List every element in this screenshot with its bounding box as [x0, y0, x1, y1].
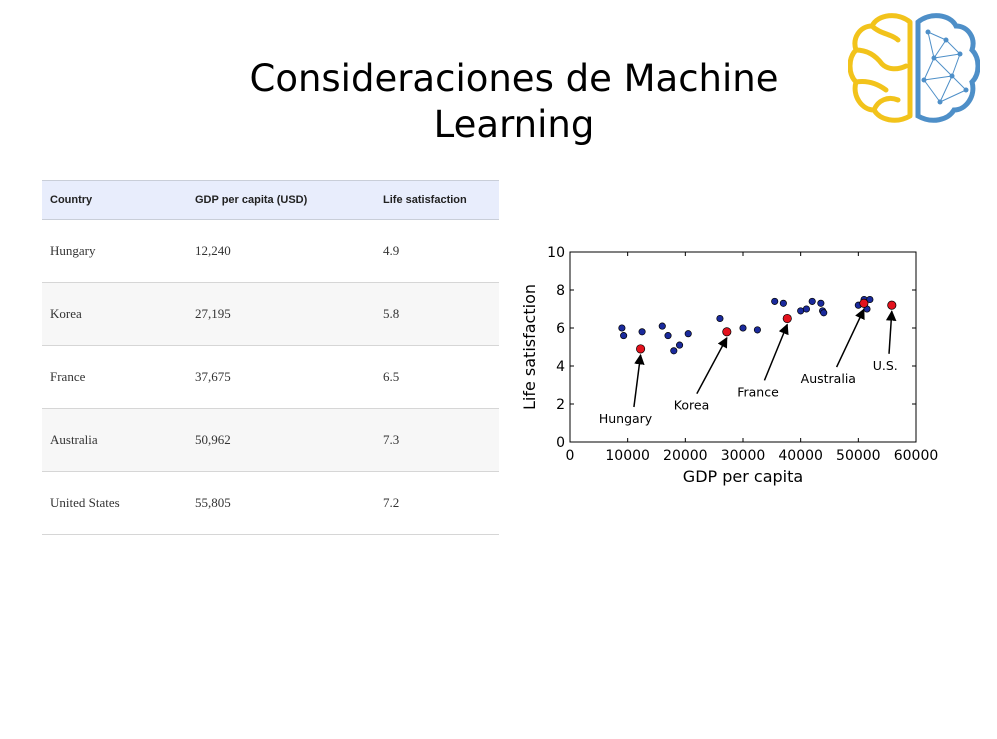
y-tick-label: 2 — [556, 397, 565, 413]
annotation-arrow — [835, 308, 865, 368]
data-point — [739, 324, 747, 332]
data-point — [618, 324, 626, 332]
scatter-chart-svg: 0 10000 20000 30000 40000 50000 60000 0 2 4 6 8 10 GD… — [520, 245, 939, 486]
data-point — [817, 299, 825, 307]
data-point — [664, 332, 672, 340]
data-point — [636, 344, 646, 354]
brain-icon — [848, 13, 980, 123]
data-point — [808, 297, 816, 305]
data-point — [802, 305, 810, 313]
cell-gdp: 55,805 — [187, 471, 375, 535]
y-tick-label: 8 — [556, 283, 565, 299]
table-row: Korea 27,195 5.8 — [42, 282, 499, 346]
annotation-label: U.S. — [873, 358, 898, 373]
annotation-arrow — [885, 310, 897, 354]
data-point — [620, 332, 628, 340]
annotation-label: Korea — [674, 398, 709, 413]
data-point — [658, 322, 666, 330]
x-tick-label: 10000 — [605, 448, 650, 464]
cell-gdp: 27,195 — [187, 282, 375, 346]
annotation-arrow — [696, 336, 728, 395]
x-tick-label: 40000 — [778, 448, 823, 464]
annotation-label: France — [737, 384, 779, 399]
annotation-arrow — [633, 353, 645, 408]
brain-left-hemisphere — [848, 13, 913, 123]
annotation-label: Australia — [801, 371, 856, 386]
cell-country: France — [42, 345, 187, 409]
data-point — [887, 300, 897, 310]
x-tick-label: 30000 — [721, 448, 766, 464]
data-point — [866, 295, 874, 304]
data-point — [779, 299, 787, 307]
cell-gdp: 37,675 — [187, 345, 375, 409]
cell-country: Hungary — [42, 219, 187, 283]
cell-country: Australia — [42, 408, 187, 472]
data-point — [782, 313, 792, 324]
header-life-satisfaction: Life satisfaction — [375, 180, 499, 220]
data-point — [859, 298, 869, 308]
annotation-arrow — [763, 323, 789, 381]
gdp-life-satisfaction-table: Country GDP per capita (USD) Life satisf… — [42, 180, 499, 535]
data-point — [684, 330, 692, 338]
y-axis-label: Life satisfaction — [520, 284, 539, 410]
x-tick-label: 60000 — [894, 448, 939, 464]
cell-life-satisfaction: 7.2 — [375, 471, 499, 535]
x-axis-label: GDP per capita — [683, 467, 803, 486]
header-country: Country — [42, 180, 187, 220]
table-row: Australia 50,962 7.3 — [42, 408, 499, 472]
cell-gdp: 50,962 — [187, 408, 375, 472]
data-point — [676, 341, 684, 349]
cell-life-satisfaction: 4.9 — [375, 219, 499, 283]
cell-life-satisfaction: 7.3 — [375, 408, 499, 472]
data-point — [753, 326, 761, 334]
x-tick-label: 0 — [566, 448, 575, 464]
cell-gdp: 12,240 — [187, 219, 375, 283]
y-tick-label: 6 — [556, 321, 565, 337]
table-row: Hungary 12,240 4.9 — [42, 219, 499, 283]
table-header-row: Country GDP per capita (USD) Life satisf… — [42, 180, 499, 220]
data-point — [722, 327, 732, 337]
cell-life-satisfaction: 5.8 — [375, 282, 499, 346]
cell-country: United States — [42, 471, 187, 535]
x-tick-label: 50000 — [836, 448, 881, 464]
data-point — [638, 328, 646, 336]
y-tick-label: 4 — [556, 359, 565, 375]
title-line-1: Consideraciones de Machine — [249, 57, 779, 100]
brain-right-hemisphere — [915, 13, 980, 123]
x-tick-label: 20000 — [663, 448, 708, 464]
scatter-chart: 0 10000 20000 30000 40000 50000 60000 0 2 4 6 8 10 GD… — [515, 238, 955, 494]
cell-country: Korea — [42, 282, 187, 346]
cell-life-satisfaction: 6.5 — [375, 345, 499, 409]
y-tick-label: 0 — [556, 435, 565, 451]
data-point — [670, 347, 678, 355]
table-row: United States 55,805 7.2 — [42, 471, 499, 535]
table-row: France 37,675 6.5 — [42, 345, 499, 409]
data-point — [771, 297, 779, 305]
network-nodes — [921, 29, 969, 105]
header-gdp: GDP per capita (USD) — [187, 180, 375, 220]
data-point — [820, 309, 828, 317]
y-tick-label: 10 — [547, 245, 565, 261]
title-line-2: Learning — [433, 103, 595, 146]
annotation-label: Hungary — [599, 411, 653, 426]
data-point — [716, 314, 724, 323]
slide-title: Consideraciones de Machine Learning — [180, 56, 848, 148]
